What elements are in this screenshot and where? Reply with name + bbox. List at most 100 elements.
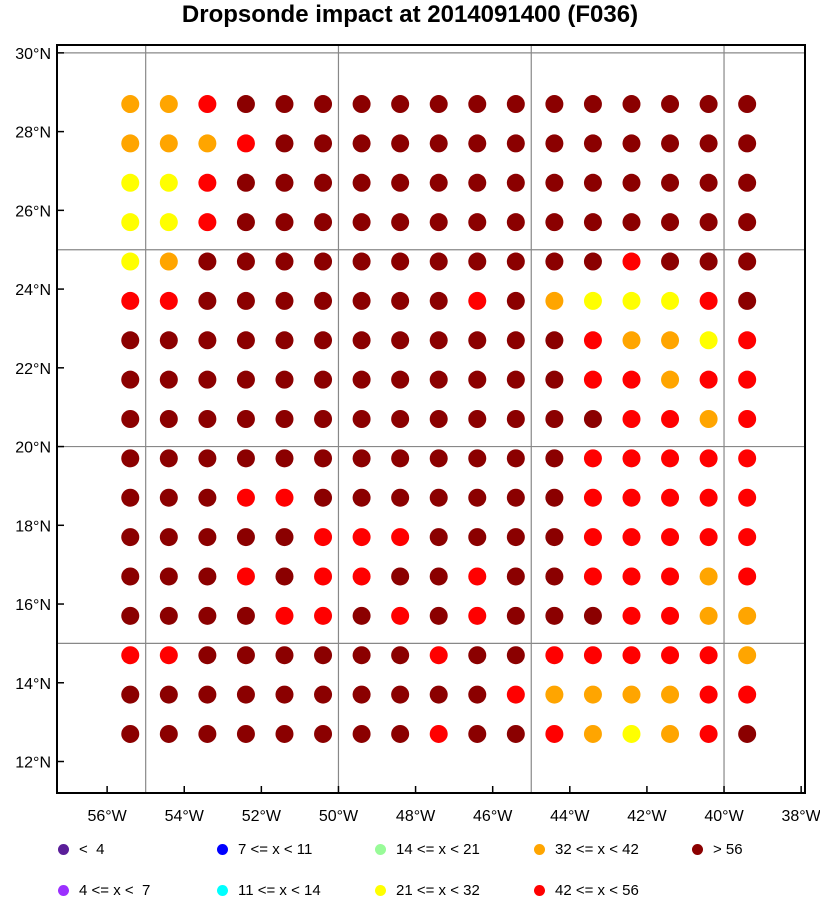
impact-point: [506, 331, 525, 350]
impact-point: [583, 95, 602, 114]
impact-point: [429, 331, 448, 350]
impact-point: [506, 606, 525, 625]
impact-point: [275, 213, 294, 232]
x-tick-label: 52°W: [242, 808, 282, 825]
impact-point: [236, 173, 255, 192]
impact-point: [159, 173, 178, 192]
impact-point: [622, 685, 641, 704]
impact-point: [583, 724, 602, 743]
impact-point: [622, 173, 641, 192]
impact-point: [738, 213, 757, 232]
impact-point: [622, 528, 641, 547]
impact-point: [468, 567, 487, 586]
impact-point: [699, 370, 718, 389]
y-tick-label: 18°N: [15, 518, 51, 535]
impact-point: [699, 213, 718, 232]
impact-point: [198, 488, 217, 507]
impact-point: [236, 567, 255, 586]
impact-point: [622, 95, 641, 114]
x-axis-ticks: 56°W 54°W 52°W 50°W 48°W 46°W 44°W 42°W 40°W 38°W: [87, 786, 820, 825]
impact-point: [661, 95, 680, 114]
impact-point: [121, 567, 140, 586]
impact-point: [159, 606, 178, 625]
impact-point: [545, 173, 564, 192]
impact-point: [198, 528, 217, 547]
impact-point: [622, 410, 641, 428]
impact-point: [352, 724, 371, 743]
y-tick-label: 20°N: [15, 440, 51, 457]
impact-point: [738, 252, 757, 271]
impact-point: [121, 331, 140, 350]
impact-point: [468, 528, 487, 547]
impact-point: [391, 331, 410, 350]
impact-point: [391, 173, 410, 192]
impact-point: [583, 449, 602, 468]
impact-point: [738, 410, 757, 428]
impact-point: [661, 724, 680, 743]
impact-point: [429, 646, 448, 665]
impact-point: [622, 213, 641, 232]
impact-point: [661, 488, 680, 507]
impact-point: [159, 213, 178, 232]
impact-point: [236, 724, 255, 743]
impact-point: [738, 95, 757, 114]
impact-point: [429, 685, 448, 704]
impact-point: [391, 646, 410, 665]
impact-point: [159, 331, 178, 350]
impact-point: [661, 134, 680, 153]
impact-point: [545, 410, 564, 428]
impact-point: [699, 410, 718, 428]
impact-point: [429, 567, 448, 586]
impact-points: [121, 95, 757, 743]
impact-point: [468, 173, 487, 192]
impact-point: [121, 646, 140, 665]
impact-point: [699, 95, 718, 114]
impact-point: [545, 291, 564, 310]
impact-point: [159, 449, 178, 468]
impact-point: [236, 134, 255, 153]
impact-point: [314, 567, 333, 586]
impact-point: [121, 291, 140, 310]
impact-point: [545, 213, 564, 232]
x-tick-label: 40°W: [704, 808, 744, 825]
impact-point: [661, 213, 680, 232]
impact-point: [275, 331, 294, 350]
impact-point: [314, 213, 333, 232]
impact-point: [198, 724, 217, 743]
x-tick-label: 38°W: [781, 808, 820, 825]
impact-point: [506, 134, 525, 153]
impact-point: [583, 606, 602, 625]
impact-point: [583, 291, 602, 310]
impact-point: [583, 331, 602, 350]
x-tick-label: 54°W: [165, 808, 205, 825]
impact-point: [121, 488, 140, 507]
impact-point: [583, 134, 602, 153]
impact-point: [236, 646, 255, 665]
impact-point: [198, 567, 217, 586]
impact-point: [545, 95, 564, 114]
impact-point: [314, 410, 333, 428]
impact-point: [583, 528, 602, 547]
impact-point: [198, 95, 217, 114]
impact-point: [545, 567, 564, 586]
impact-point: [545, 134, 564, 153]
impact-point: [198, 252, 217, 271]
impact-point: [198, 449, 217, 468]
impact-point: [661, 252, 680, 271]
impact-point: [391, 685, 410, 704]
impact-point: [314, 252, 333, 271]
impact-point: [468, 291, 487, 310]
impact-point: [198, 331, 217, 350]
impact-point: [506, 410, 525, 428]
grid-lines: [57, 45, 805, 793]
impact-point: [699, 567, 718, 586]
impact-point: [198, 213, 217, 232]
impact-point: [738, 134, 757, 153]
impact-point: [622, 646, 641, 665]
impact-point: [429, 252, 448, 271]
impact-point: [468, 724, 487, 743]
impact-point: [468, 606, 487, 625]
impact-point: [622, 567, 641, 586]
impact-point: [661, 606, 680, 625]
impact-point: [352, 410, 371, 428]
